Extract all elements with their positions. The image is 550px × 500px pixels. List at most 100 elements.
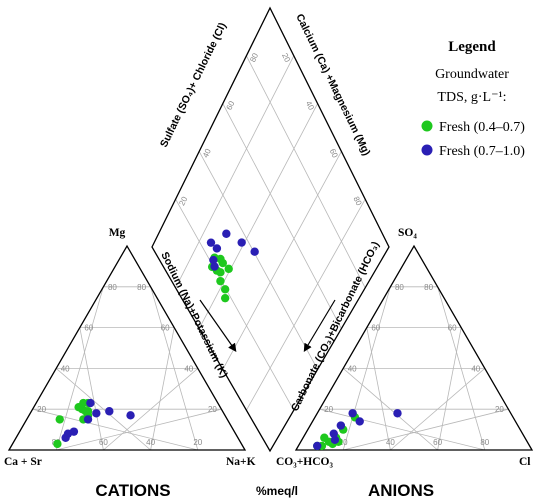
- cation-point-s2-6: [69, 427, 79, 436]
- cation-grid-b-4: [150, 286, 199, 451]
- diamond-grid-b-4: [246, 199, 366, 411]
- cation-bottom-tick-40: 40: [146, 438, 155, 447]
- diamond-point-s2-4: [212, 244, 222, 253]
- point-layer: [53, 229, 402, 451]
- anion-right-tick-20: 20: [495, 405, 504, 414]
- grid-layer: [32, 55, 509, 451]
- legend-subtitle-line1: Groundwater: [435, 67, 509, 82]
- cation-right-corner-label: Na+K: [226, 456, 256, 468]
- cation-na-tick-60: 60: [161, 324, 170, 333]
- anion-left-tick-20: 20: [324, 405, 333, 414]
- anion-right-tick-60: 60: [448, 324, 457, 333]
- arrow-layer: [199, 299, 336, 353]
- anion-right-tick-40: 40: [471, 364, 480, 373]
- anion-point-s2-5: [393, 409, 402, 418]
- anion-grid-b-2: [390, 368, 486, 451]
- diamond-point-s2-6: [210, 262, 219, 271]
- cation-point-s2-7: [92, 409, 101, 418]
- anion-point-s1-5: [320, 433, 329, 442]
- arrow-carbonate: [303, 299, 336, 353]
- diamond-grid-a-4: [246, 55, 366, 288]
- anion-triangle-frame: [294, 244, 534, 451]
- anion-grid-a-2: [366, 327, 391, 451]
- cation-bottom-tick-60: 60: [99, 438, 108, 447]
- anion-grid-b-3: [437, 327, 462, 451]
- cation-grid-a-3: [55, 368, 151, 451]
- anion-bottom-tick-80: 80: [480, 438, 489, 447]
- diamond-point-s1-3: [218, 258, 227, 268]
- diamond-point-s2-1: [222, 229, 231, 238]
- cation-na-tick-40: 40: [184, 364, 193, 373]
- legend-label-series-1: Fresh (0.4–0.7): [439, 120, 525, 135]
- cation-mg-tick-20: 20: [37, 405, 46, 414]
- cation-mg-tick-80: 80: [108, 283, 117, 292]
- anions-label: ANIONS: [368, 481, 434, 500]
- anion-left-tick-40: 40: [348, 364, 357, 373]
- cation-left-corner-label: Ca + Sr: [4, 456, 42, 468]
- anion-point-s2-4: [329, 429, 338, 438]
- anion-grid-a-3: [342, 368, 438, 451]
- anion-point-s2-0: [355, 417, 364, 426]
- anion-bottom-tick-40: 40: [386, 438, 395, 447]
- diamond-point-s2-0: [206, 238, 216, 247]
- legend: Legend Groundwater TDS, g·L⁻¹: Fresh (0.…: [421, 39, 525, 159]
- cation-bottom-tick-20: 20: [193, 438, 202, 447]
- diamond-grid-a-1: [175, 199, 295, 411]
- anion-right-corner-label: Cl: [519, 456, 531, 468]
- legend-subtitle-line2: TDS, g·L⁻¹:: [437, 90, 506, 105]
- anion-top-corner-label: SO₄: [398, 227, 417, 239]
- diamond-ur-tick-20: 20: [280, 52, 292, 64]
- anion-left-tick-60: 60: [371, 324, 380, 333]
- diamond-point-s1-9: [220, 293, 230, 303]
- legend-label-series-2: Fresh (0.7–1.0): [439, 144, 525, 159]
- cation-mg-tick-40: 40: [61, 364, 70, 373]
- frame-layer: [7, 6, 534, 453]
- diamond-point-s1-5: [224, 264, 233, 274]
- cation-point-s2-5: [61, 433, 70, 442]
- cation-grid-b-1: [56, 408, 222, 451]
- cation-triangle-frame: [7, 244, 247, 451]
- anion-bottom-tick-60: 60: [433, 438, 442, 447]
- diamond-grid-a-2: [198, 151, 318, 370]
- cation-grid-b-2: [103, 368, 199, 451]
- cation-point-s2-2: [126, 411, 135, 420]
- anion-point-s2-3: [313, 441, 322, 451]
- cations-label: CATIONS: [95, 481, 170, 500]
- diamond-ur-tick-60: 60: [328, 147, 340, 159]
- diamond-ul-tick-80: 80: [248, 51, 260, 63]
- cation-grid-b-3: [150, 327, 175, 451]
- anion-point-s2-6: [348, 409, 357, 418]
- anion-grid-a-4: [319, 408, 485, 451]
- diamond-grid-b-1: [175, 55, 295, 288]
- diamond-grid-a-3: [222, 103, 342, 329]
- anion-point-s2-1: [336, 421, 346, 430]
- diamond-point-s2-2: [250, 247, 259, 256]
- diamond-point-s1-8: [220, 285, 230, 294]
- diamond-ur-tick-40: 40: [304, 100, 316, 112]
- tick-layer: 20 20 80 20 20 20 20 20 40 40 60 40 40 40 40 40 60 60 40 60…: [37, 51, 504, 447]
- diamond-grid-b-3: [222, 151, 342, 370]
- cation-top-corner-label: Mg: [109, 227, 126, 239]
- cation-point-s1-2: [74, 402, 83, 412]
- cation-na-tick-20: 20: [208, 405, 217, 414]
- unit-label: %meq/l: [256, 484, 298, 498]
- anion-grid-b-4: [437, 286, 486, 451]
- anion-grid-b-1: [343, 408, 509, 451]
- diamond-ur-tick-80: 80: [351, 195, 363, 207]
- cation-point-s2-1: [105, 407, 114, 416]
- cation-mg-tick-60: 60: [84, 324, 93, 333]
- diamond-point-s2-3: [237, 238, 246, 247]
- cation-grid-a-2: [79, 327, 104, 451]
- cation-point-s2-3: [83, 415, 93, 424]
- diamond-point-s1-7: [216, 276, 225, 286]
- series-2-points: [61, 229, 402, 451]
- cation-na-tick-80: 80: [137, 283, 146, 292]
- diamond-ul-tick-60: 60: [225, 99, 237, 111]
- diamond-upper-left-title: Sulfate (SO₄)+ Chloride (Cl): [158, 21, 229, 150]
- legend-marker-series-1: [421, 120, 433, 132]
- legend-title: Legend: [448, 39, 496, 55]
- legend-marker-series-2: [421, 144, 433, 156]
- arrow-na-k: [199, 299, 237, 352]
- cation-point-s1-8: [53, 439, 62, 449]
